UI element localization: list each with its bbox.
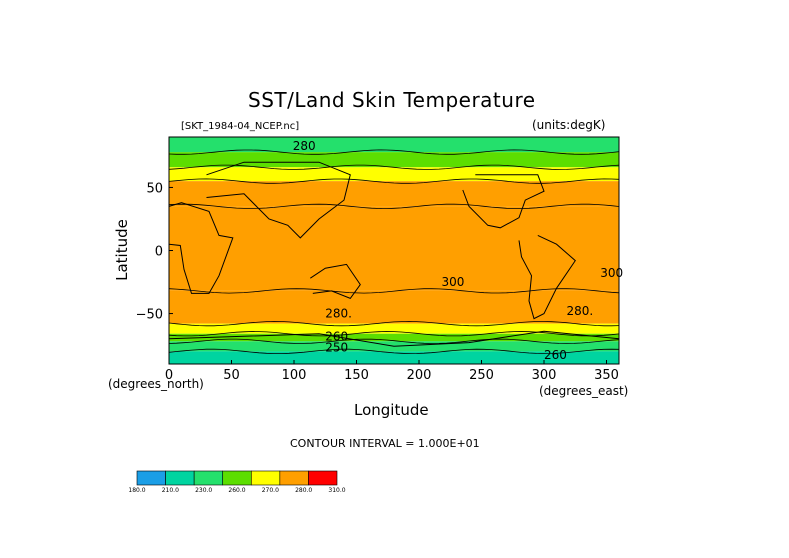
shaded-band xyxy=(169,152,619,168)
shaded-band xyxy=(169,333,619,342)
contour-label: 300 xyxy=(442,275,465,289)
source-file-label: [SKT_1984-04_NCEP.nc] xyxy=(181,121,300,132)
coastline xyxy=(168,202,234,294)
colorbar-swatch xyxy=(222,470,252,486)
contour-line xyxy=(168,288,620,294)
contour-line xyxy=(168,178,620,184)
colorbar-tick-label: 230.0 xyxy=(195,487,212,494)
x-units-left-label: (degrees_north) xyxy=(108,377,204,391)
shaded-band xyxy=(169,206,619,291)
x-units-right-label: (degrees_east) xyxy=(539,384,629,398)
colorbar-swatch xyxy=(250,470,281,486)
shaded-band xyxy=(169,181,619,207)
contour-label: 260 xyxy=(325,329,348,343)
x-tick-label: 150 xyxy=(344,368,369,383)
x-tick-label: 200 xyxy=(407,368,432,383)
colorbar-swatch xyxy=(193,470,224,486)
x-axis-label: Longitude xyxy=(354,401,429,419)
x-tick-label: 0 xyxy=(165,368,173,383)
y-tick-label: −50 xyxy=(136,308,163,323)
y-tick-label: 0 xyxy=(155,245,163,260)
colorbar-swatch xyxy=(165,470,195,486)
contour-label: 300 xyxy=(600,266,623,280)
contour-line xyxy=(168,320,620,327)
contour-interval-label: CONTOUR INTERVAL = 1.000E+01 xyxy=(290,437,480,450)
contour-line xyxy=(168,203,620,210)
contour-label: 280. xyxy=(567,304,594,318)
contour-label: 280. xyxy=(325,307,352,321)
x-tick-label: 250 xyxy=(469,368,494,383)
contour-line xyxy=(168,149,620,155)
chart-title: SST/Land Skin Temperature xyxy=(248,88,536,112)
contour-line xyxy=(168,338,620,344)
x-tick-label: 300 xyxy=(532,368,557,383)
colorbar-tick-label: 260.0 xyxy=(228,487,245,494)
colorbar-tick-label: 210.0 xyxy=(162,487,179,494)
coastline xyxy=(206,161,351,239)
coastline xyxy=(518,234,576,320)
contour-label: 260 xyxy=(544,348,567,362)
contour-line xyxy=(168,331,620,337)
coastline xyxy=(168,330,620,347)
shaded-band xyxy=(169,290,619,324)
colorbar-tick-label: 310.0 xyxy=(328,487,345,494)
contour-label: 280 xyxy=(293,139,316,153)
colorbar-tick-label: 180.0 xyxy=(128,487,145,494)
colorbar-tick-label: 280.0 xyxy=(295,487,312,494)
shaded-band xyxy=(169,167,619,182)
x-tick-label: 50 xyxy=(223,368,240,383)
x-tick-label: 350 xyxy=(594,368,619,383)
shaded-band xyxy=(169,351,619,364)
coastline xyxy=(462,174,545,229)
contour-line xyxy=(168,348,620,355)
shaded-band xyxy=(169,323,619,334)
y-tick-label: 50 xyxy=(146,181,163,196)
colorbar-swatch xyxy=(308,470,338,486)
contour-label: 250 xyxy=(325,341,348,355)
units-label: (units:degK) xyxy=(532,118,606,132)
colorbar-swatch xyxy=(279,470,309,486)
shaded-band xyxy=(169,137,619,153)
colorbar-tick-label: 270.0 xyxy=(262,487,279,494)
coastline xyxy=(310,263,361,300)
colorbar-swatch xyxy=(136,470,166,486)
contour-line xyxy=(168,164,620,170)
x-tick-label: 100 xyxy=(282,368,307,383)
